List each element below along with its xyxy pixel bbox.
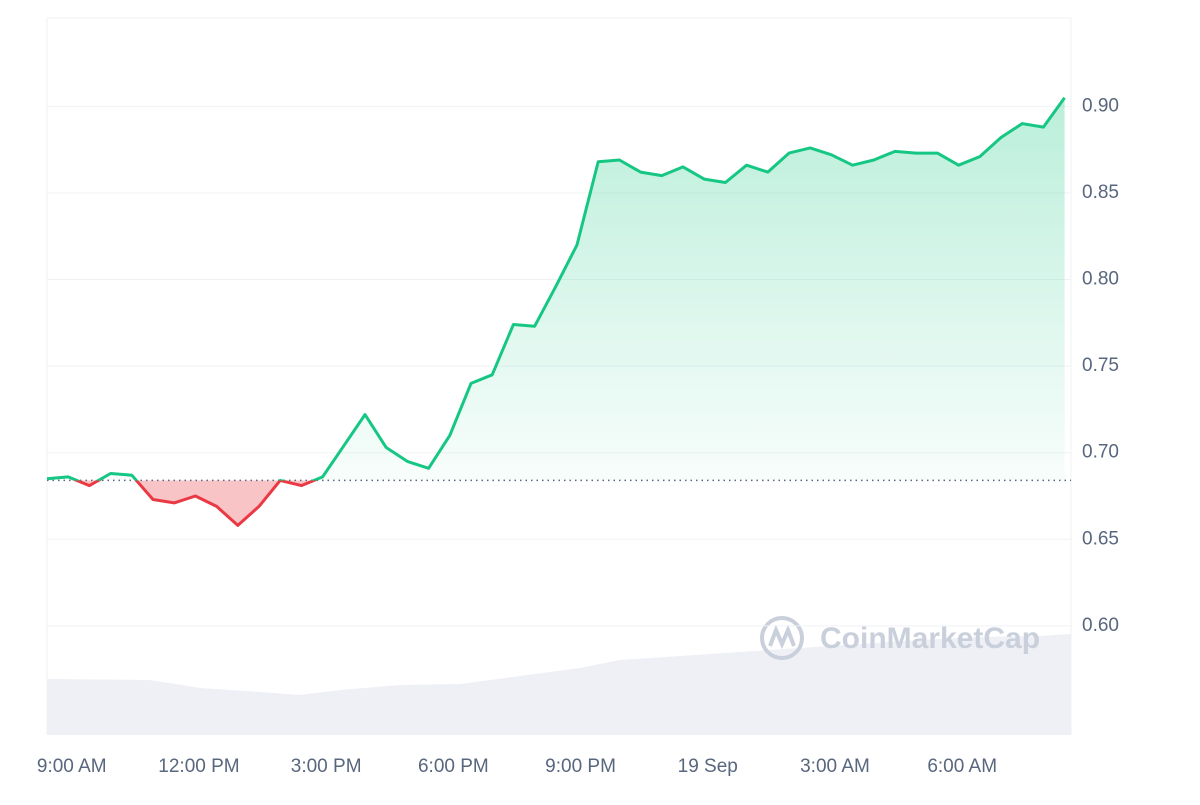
x-tick-label: 6:00 AM [927, 756, 997, 777]
y-tick-label: 0.65 [1082, 528, 1119, 549]
x-tick-label: 9:00 AM [37, 756, 107, 777]
y-tick-label: 0.85 [1082, 182, 1119, 203]
y-tick-label: 0.75 [1082, 355, 1119, 376]
price-line [46, 96, 1066, 527]
watermark: CoinMarketCap [760, 616, 1040, 660]
watermark-logo [760, 616, 804, 660]
x-tick-label: 9:00 PM [545, 756, 616, 777]
x-tick-label: 3:00 AM [800, 756, 870, 777]
x-tick-label: 12:00 PM [158, 756, 239, 777]
watermark-text: CoinMarketCap [820, 622, 1040, 655]
watermark-logo [768, 624, 796, 650]
volume-area [47, 634, 1071, 735]
y-tick-label: 0.80 [1082, 269, 1119, 290]
price-area [47, 97, 1065, 526]
x-tick-label: 19 Sep [678, 756, 738, 777]
x-tick-label: 3:00 PM [291, 756, 362, 777]
x-tick-label: 6:00 PM [418, 756, 489, 777]
y-tick-label: 0.90 [1082, 95, 1119, 116]
y-tick-label: 0.60 [1082, 615, 1119, 636]
y-tick-label: 0.70 [1082, 442, 1119, 463]
